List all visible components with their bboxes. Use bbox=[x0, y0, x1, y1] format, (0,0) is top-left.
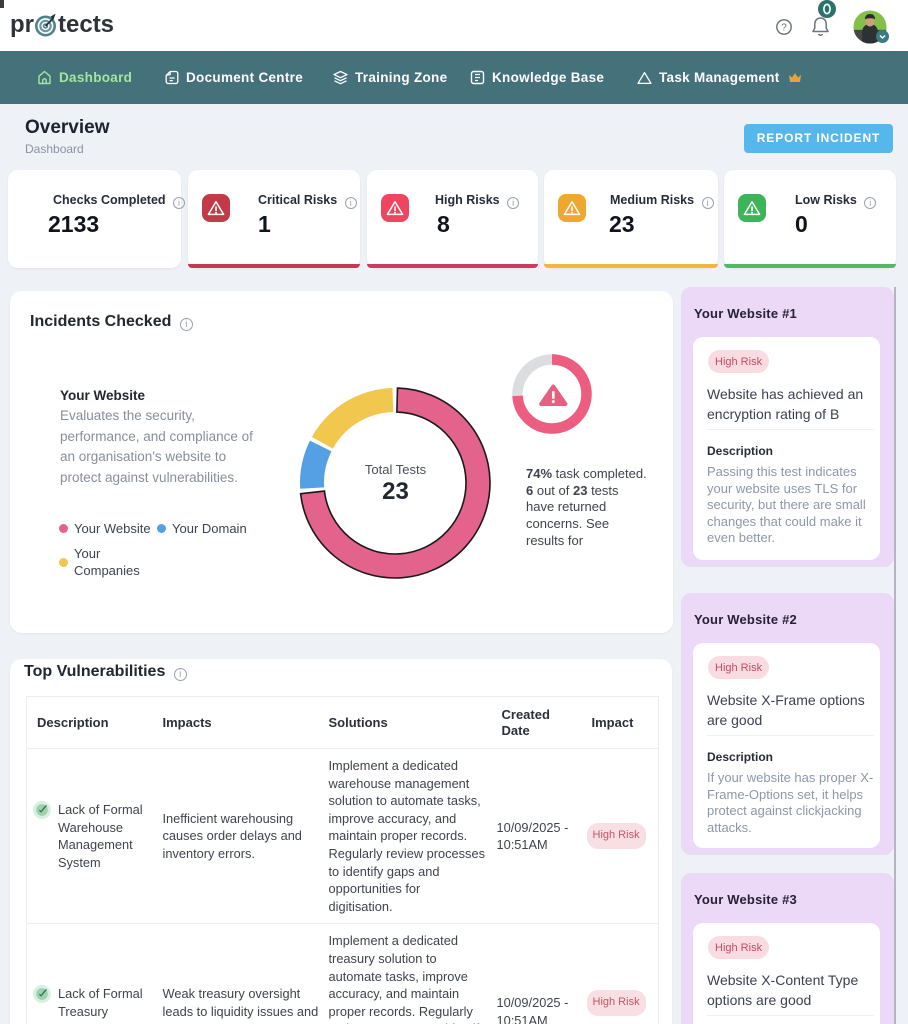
svg-text:?: ? bbox=[781, 23, 787, 34]
